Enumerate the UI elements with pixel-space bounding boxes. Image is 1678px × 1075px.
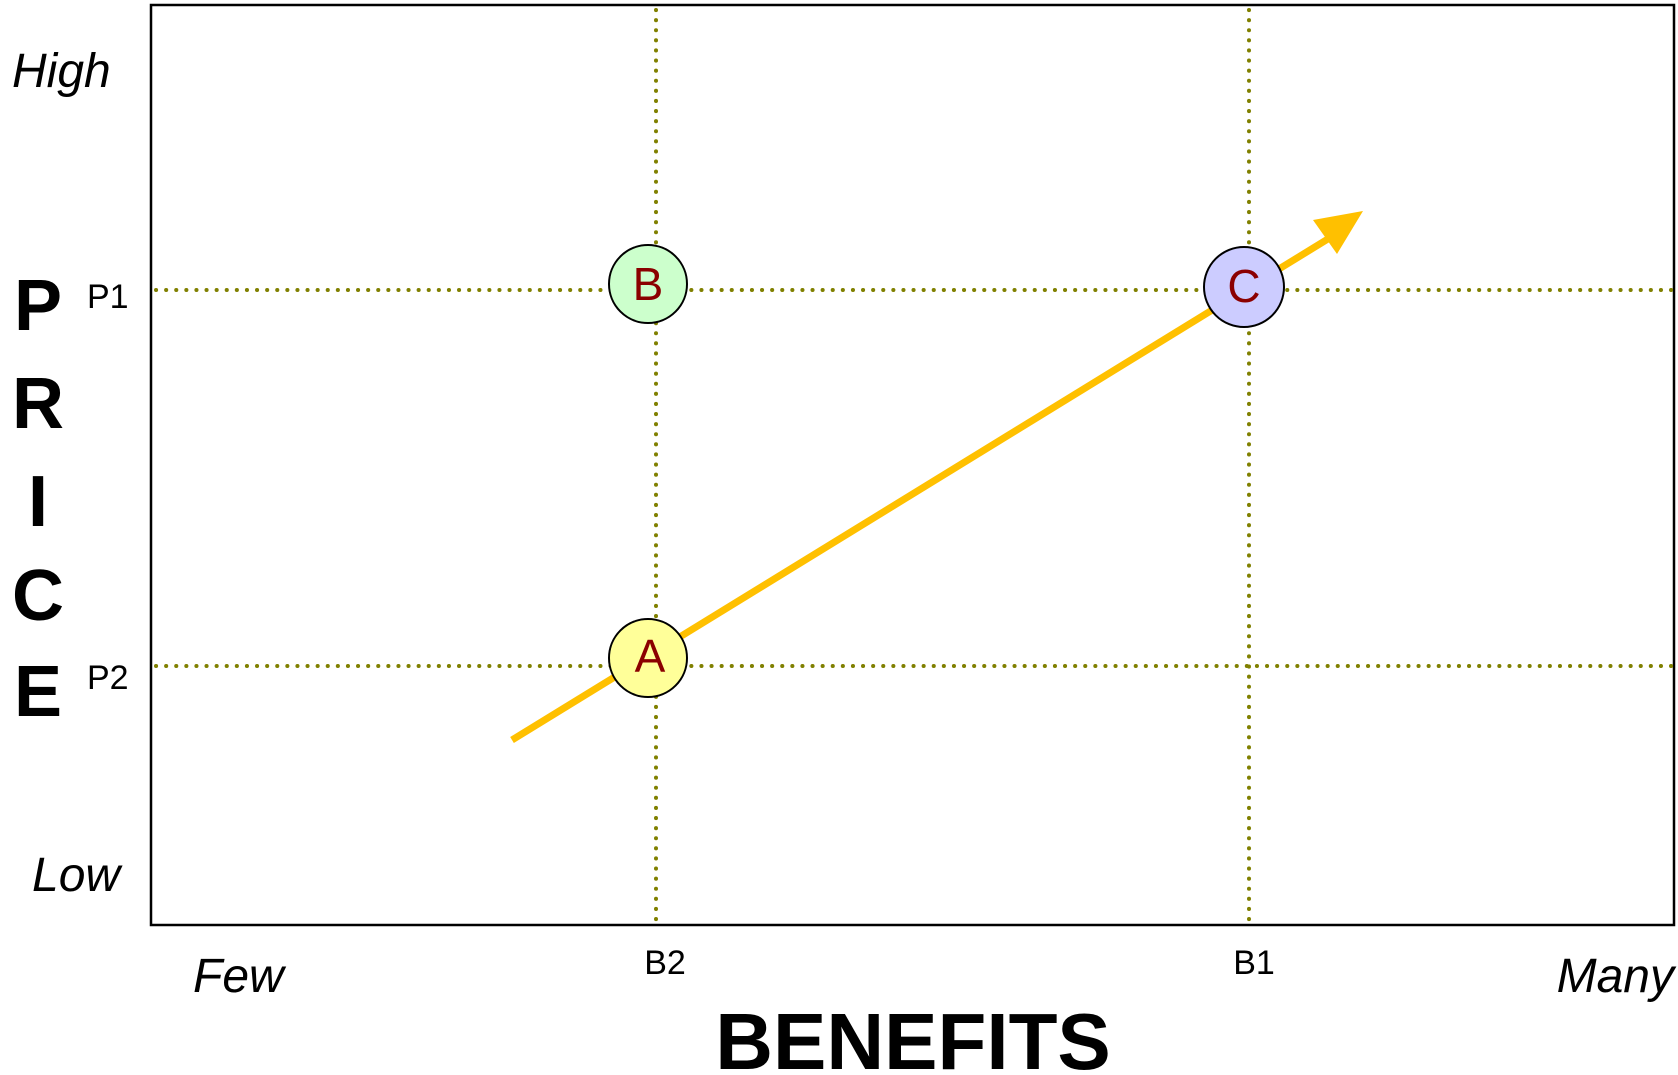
trend-arrow-head — [1313, 211, 1363, 254]
point-a: A — [608, 618, 688, 698]
x-axis-title: BENEFITS — [715, 997, 1111, 1075]
plot-frame — [149, 3, 1676, 927]
y-axis-high-label: High — [12, 45, 111, 98]
point-b: B — [608, 244, 688, 324]
x-axis-few-label: Few — [193, 950, 287, 1003]
point-a-circle — [608, 618, 688, 698]
y-axis-low-label: Low — [32, 849, 123, 902]
y-axis-title-letter: E — [14, 652, 62, 732]
point-b-label: B — [633, 258, 664, 310]
x-axis-many-label: Many — [1557, 950, 1677, 1003]
point-c-circle — [1203, 246, 1285, 328]
point-c-label: C — [1227, 260, 1260, 312]
x-tick-b1: B1 — [1233, 944, 1275, 982]
y-axis-title: P R I C E — [12, 266, 64, 732]
y-tick-p2: P2 — [87, 659, 129, 697]
point-c: C — [1203, 246, 1285, 328]
y-axis-title-letter: P — [14, 266, 62, 346]
point-b-circle — [608, 244, 688, 324]
x-tick-b2: B2 — [644, 944, 686, 982]
y-axis-title-letter: R — [12, 364, 64, 444]
y-axis-title-letter: C — [12, 556, 64, 636]
point-a-label: A — [635, 630, 666, 682]
y-axis-title-letter: I — [28, 462, 48, 542]
y-tick-p1: P1 — [87, 278, 129, 316]
